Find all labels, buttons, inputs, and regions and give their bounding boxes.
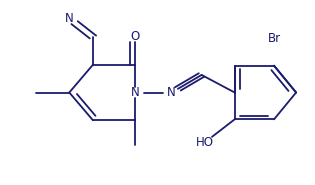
Text: N: N	[131, 86, 140, 99]
Text: N: N	[167, 86, 176, 99]
Text: HO: HO	[196, 136, 214, 149]
Text: Br: Br	[267, 32, 281, 45]
Text: O: O	[131, 31, 140, 43]
Text: N: N	[65, 12, 74, 25]
